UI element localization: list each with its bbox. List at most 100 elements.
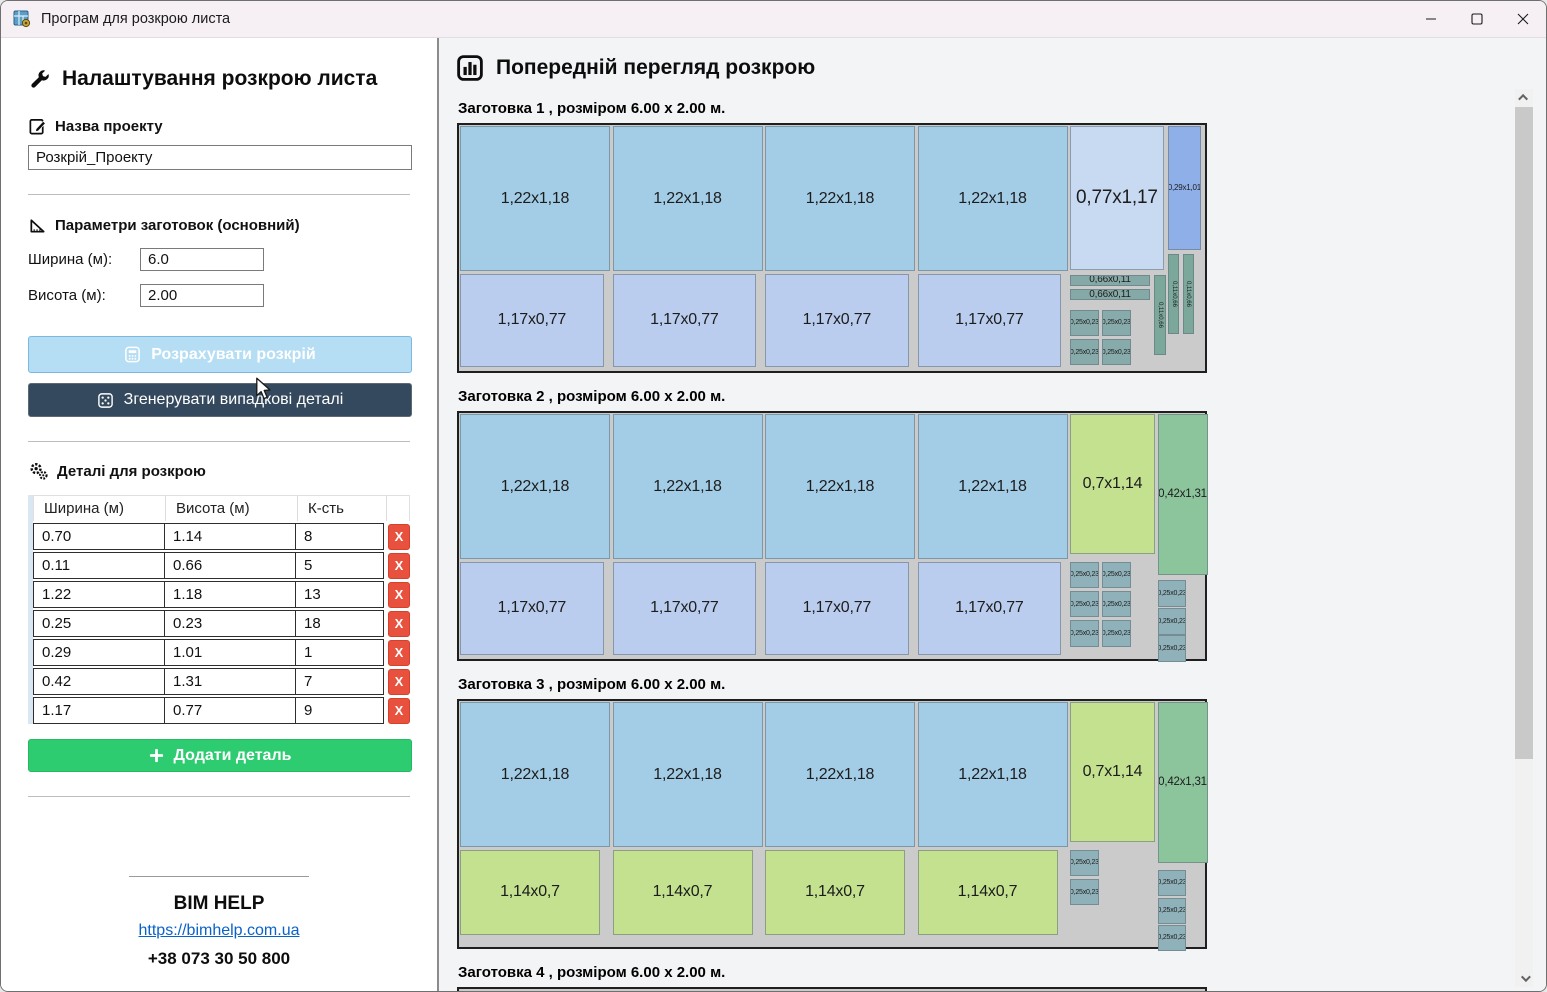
- sheet-canvas: [457, 987, 1207, 991]
- cut-piece: 0,25x0,23: [1070, 620, 1099, 647]
- cut-piece: 0,42x1,31: [1157, 414, 1208, 576]
- delete-detail-button[interactable]: X: [388, 581, 410, 608]
- scroll-up-button[interactable]: [1515, 89, 1533, 106]
- delete-detail-button[interactable]: X: [388, 697, 410, 724]
- website-link[interactable]: https://bimhelp.com.ua: [138, 922, 300, 939]
- close-button[interactable]: [1500, 1, 1546, 37]
- add-detail-button[interactable]: Додати деталь: [28, 739, 412, 772]
- cut-piece: 0,66x0,11: [1070, 289, 1150, 301]
- cut-piece: 0,25x0,23: [1157, 580, 1187, 607]
- sheet-title: Заготовка 3 , розміром 6.00 x 2.00 м.: [458, 676, 726, 693]
- cut-piece: 0,25x0,23: [1101, 309, 1131, 336]
- vertical-scrollbar[interactable]: [1515, 89, 1533, 987]
- detail-qty-cell[interactable]: [295, 552, 384, 579]
- project-name-input[interactable]: [28, 145, 412, 170]
- cut-piece: 0,25x0,23: [1101, 590, 1131, 618]
- cut-piece: 1,17x0,77: [612, 561, 757, 656]
- cut-piece: 0,25x0,23: [1101, 620, 1131, 647]
- detail-height-cell[interactable]: [164, 668, 296, 695]
- delete-detail-button[interactable]: X: [388, 668, 410, 695]
- ruler-triangle-icon: [30, 219, 45, 233]
- delete-detail-button[interactable]: X: [388, 639, 410, 666]
- detail-width-cell[interactable]: [33, 668, 165, 695]
- scrollbar-thumb[interactable]: [1515, 107, 1533, 759]
- detail-width-cell[interactable]: [33, 639, 165, 666]
- settings-panel: Налаштування розкрою листа Назва проекту…: [1, 38, 439, 991]
- cut-piece: 0,77x1,17: [1070, 126, 1164, 270]
- detail-row: X: [33, 697, 410, 724]
- detail-width-cell[interactable]: [33, 697, 165, 724]
- detail-qty-cell[interactable]: [295, 610, 384, 637]
- cut-piece: 0,7x1,14: [1070, 414, 1155, 554]
- project-name-label: Назва проекту: [28, 117, 410, 136]
- detail-qty-cell[interactable]: [295, 639, 384, 666]
- detail-row: X: [33, 668, 410, 695]
- cut-piece: 1,17x0,77: [917, 273, 1062, 368]
- settings-title: Налаштування розкрою листа: [28, 67, 410, 91]
- sheet-title: Заготовка 2 , розміром 6.00 x 2.00 м.: [458, 388, 726, 405]
- detail-row: X: [33, 639, 410, 666]
- delete-detail-button[interactable]: X: [388, 610, 410, 637]
- sheet-height-input[interactable]: [140, 284, 264, 307]
- column-header-qty: К-сть: [298, 496, 387, 521]
- delete-detail-button[interactable]: X: [388, 552, 410, 579]
- detail-qty-cell[interactable]: [295, 523, 384, 550]
- cut-piece: 1,17x0,77: [460, 273, 604, 368]
- cut-piece: 0,11x0,66: [1154, 274, 1166, 355]
- cut-piece: 0,25x0,23: [1070, 849, 1099, 876]
- cut-piece: 0,25x0,23: [1157, 897, 1187, 924]
- sheets-container: Заготовка 1 , розміром 6.00 x 2.00 м. 1,2…: [457, 100, 1546, 991]
- detail-qty-cell[interactable]: [295, 668, 384, 695]
- cut-piece: 0,25x0,23: [1157, 608, 1187, 635]
- divider: [28, 441, 410, 442]
- cut-piece: 1,22x1,18: [460, 414, 610, 559]
- cut-piece: 1,22x1,18: [612, 702, 763, 847]
- cut-piece: 1,14x0,7: [612, 849, 753, 935]
- detail-qty-cell[interactable]: [295, 581, 384, 608]
- delete-detail-button[interactable]: X: [388, 523, 410, 550]
- sheet-width-input[interactable]: [140, 248, 264, 271]
- sheet-height-label: Висота (м):: [28, 287, 106, 304]
- minimize-button[interactable]: [1408, 1, 1454, 37]
- detail-width-cell[interactable]: [33, 523, 165, 550]
- title-bar: Програм для розкрою листа: [1, 1, 1546, 38]
- calculate-layout-button[interactable]: Розрахувати розкрій: [28, 336, 412, 373]
- preview-title: Попередній перегляд розкрою: [457, 55, 1546, 81]
- detail-height-cell[interactable]: [164, 610, 296, 637]
- gears-icon: [30, 463, 48, 480]
- detail-qty-cell[interactable]: [295, 697, 384, 724]
- cut-piece: 1,14x0,7: [460, 849, 600, 935]
- cut-piece: 0,25x0,23: [1070, 339, 1099, 366]
- preview-panel: Попередній перегляд розкрою Заготовка 1 …: [439, 38, 1546, 991]
- cut-piece: 0,25x0,23: [1157, 635, 1187, 662]
- detail-row: X: [33, 610, 410, 637]
- detail-row: X: [33, 552, 410, 579]
- detail-height-cell[interactable]: [164, 697, 296, 724]
- cut-piece: 0,25x0,23: [1101, 561, 1131, 588]
- column-header-width: Ширина (м): [34, 496, 166, 521]
- cut-piece: 1,14x0,7: [917, 849, 1058, 935]
- generate-random-details-button[interactable]: Згенерувати випадкові деталі: [28, 383, 412, 417]
- cut-piece: 1,17x0,77: [917, 561, 1062, 656]
- column-header-height: Висота (м): [166, 496, 298, 521]
- detail-width-cell[interactable]: [33, 581, 165, 608]
- cut-piece: 0,7x1,14: [1070, 702, 1155, 842]
- detail-width-cell[interactable]: [33, 610, 165, 637]
- detail-height-cell[interactable]: [164, 581, 296, 608]
- cut-piece: 0,29x1,01: [1167, 126, 1202, 250]
- maximize-button[interactable]: [1454, 1, 1500, 37]
- detail-width-cell[interactable]: [33, 552, 165, 579]
- app-icon: [13, 10, 31, 28]
- cut-piece: 1,22x1,18: [917, 414, 1068, 559]
- scroll-down-button[interactable]: [1515, 970, 1533, 987]
- sheet-canvas: 1,22x1,18 1,22x1,18 1,22x1,18 1,22x1,18 0,77…: [457, 123, 1207, 373]
- detail-height-cell[interactable]: [164, 639, 296, 666]
- cut-piece: 0,25x0,23: [1101, 339, 1131, 366]
- sheet-title: Заготовка 4 , розміром 6.00 x 2.00 м.: [458, 964, 726, 981]
- cut-piece: 0,66x0,11: [1070, 274, 1150, 286]
- divider: [28, 796, 410, 797]
- detail-height-cell[interactable]: [164, 523, 296, 550]
- detail-height-cell[interactable]: [164, 552, 296, 579]
- cut-piece: 1,17x0,77: [765, 273, 909, 368]
